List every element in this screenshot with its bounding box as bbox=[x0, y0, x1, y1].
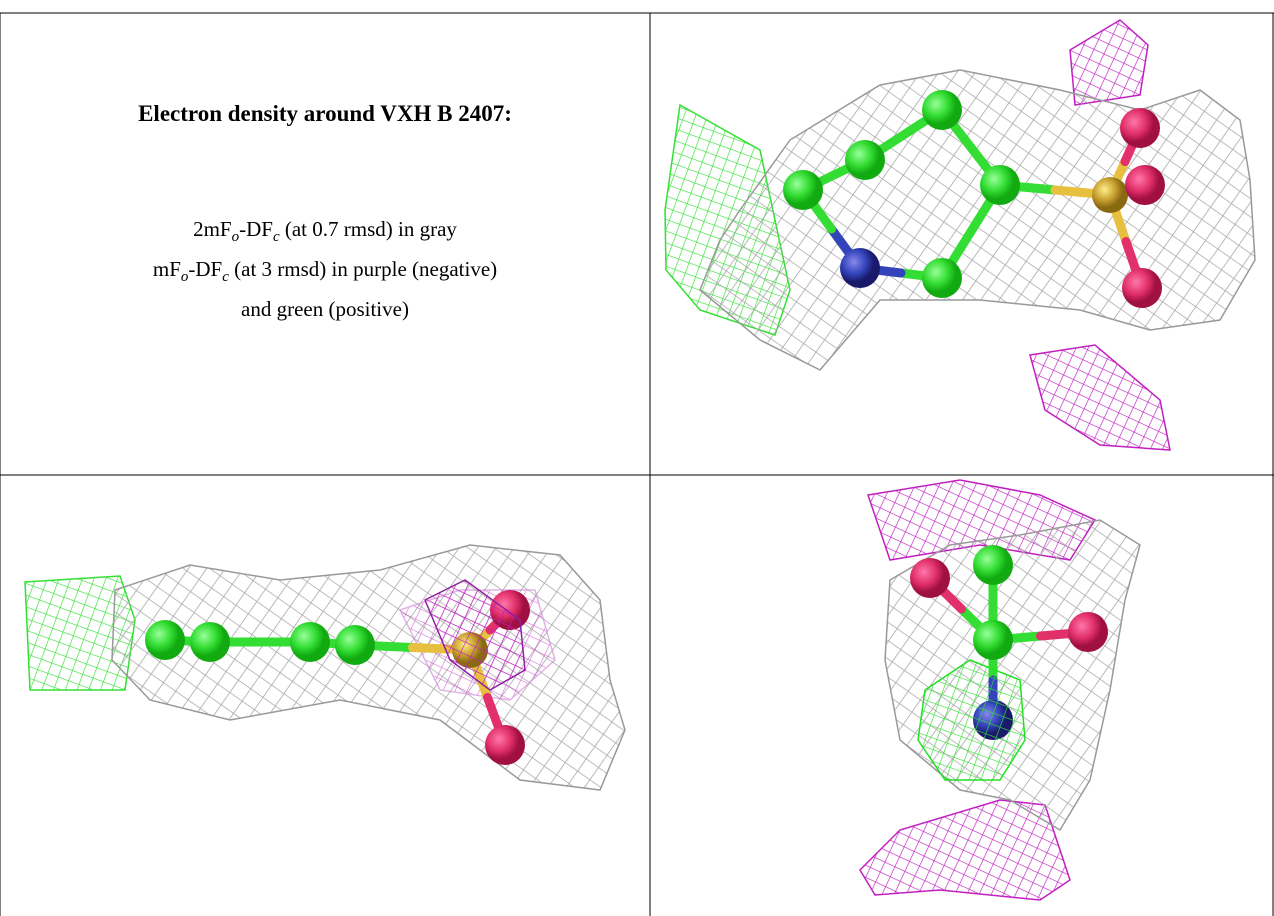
legend-text: (at 0.7 rmsd) in gray bbox=[280, 217, 457, 241]
atom bbox=[980, 165, 1020, 205]
legend-line: 2mFo-DFc (at 0.7 rmsd) in gray bbox=[0, 213, 650, 253]
atom bbox=[783, 170, 823, 210]
atom bbox=[922, 90, 962, 130]
density-mesh bbox=[1070, 20, 1148, 105]
legend-text: and green (positive) bbox=[241, 297, 409, 321]
page: Electron density around VXH B 2407: 2mFo… bbox=[0, 0, 1274, 916]
atom bbox=[840, 248, 880, 288]
atom bbox=[190, 622, 230, 662]
atom bbox=[1068, 612, 1108, 652]
atom bbox=[290, 622, 330, 662]
legend-line: and green (positive) bbox=[0, 293, 650, 325]
atom bbox=[485, 725, 525, 765]
legend-text: -DF bbox=[188, 257, 222, 281]
caption-cell: Electron density around VXH B 2407: 2mFo… bbox=[0, 13, 650, 475]
subscript: o bbox=[232, 229, 240, 245]
atom bbox=[922, 258, 962, 298]
legend-text: 2mF bbox=[193, 217, 232, 241]
atom bbox=[145, 620, 185, 660]
legend-text: mF bbox=[153, 257, 181, 281]
caption-title: Electron density around VXH B 2407: bbox=[0, 101, 650, 127]
atom bbox=[1125, 165, 1165, 205]
atom bbox=[1122, 268, 1162, 308]
atom bbox=[973, 620, 1013, 660]
atom bbox=[1120, 108, 1160, 148]
atom bbox=[845, 140, 885, 180]
subscript: c bbox=[273, 229, 280, 245]
atom bbox=[973, 545, 1013, 585]
subscript: c bbox=[222, 269, 229, 285]
legend-line: mFo-DFc (at 3 rmsd) in purple (negative) bbox=[0, 253, 650, 293]
legend-text: -DF bbox=[239, 217, 273, 241]
legend-text: (at 3 rmsd) in purple (negative) bbox=[229, 257, 497, 281]
atom bbox=[1092, 177, 1128, 213]
density-mesh bbox=[1030, 345, 1170, 450]
density-mesh bbox=[112, 545, 625, 790]
atom bbox=[335, 625, 375, 665]
atom bbox=[910, 558, 950, 598]
